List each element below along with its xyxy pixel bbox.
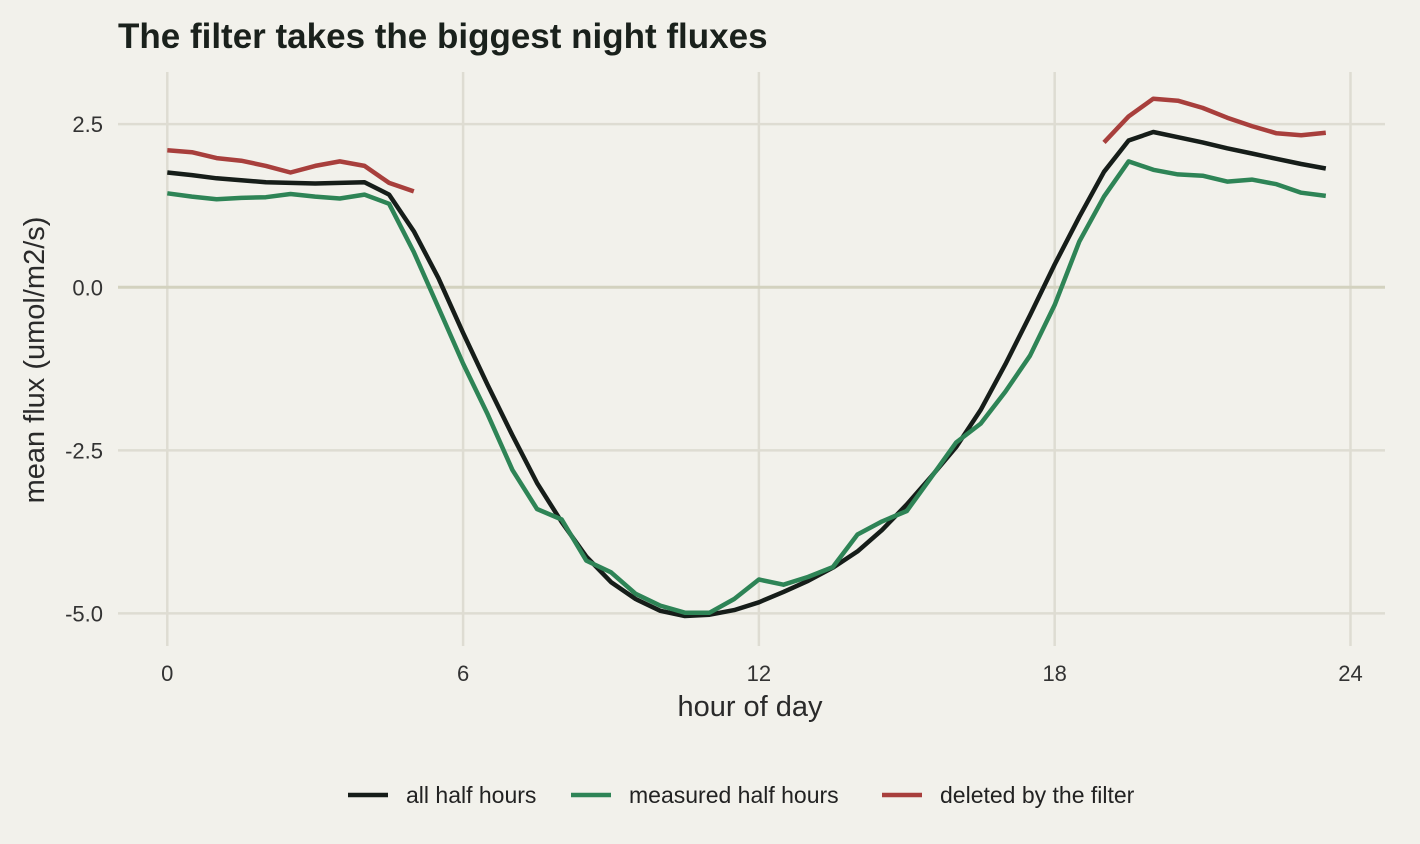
y-tick-label: -2.5	[65, 438, 103, 463]
series-line-all-half-hours	[167, 129, 1327, 619]
legend: all half hours measured half hours deleted…	[348, 782, 1135, 808]
x-axis-title: hour of day	[677, 691, 823, 723]
legend-label: deleted by the filter	[940, 782, 1135, 808]
legend-label: measured half hours	[629, 782, 839, 808]
x-tick-label: 0	[161, 661, 173, 686]
series-lines	[167, 96, 1327, 619]
series-line-deleted-by-the-filter	[1102, 96, 1327, 144]
series-line-measured-half-hours	[167, 159, 1327, 615]
x-tick-label: 6	[457, 661, 469, 686]
y-axis-ticks: 2.5 0.0 -2.5 -5.0	[65, 112, 103, 626]
x-tick-label: 18	[1042, 661, 1066, 686]
y-tick-label: 0.0	[72, 275, 103, 300]
y-tick-label: 2.5	[72, 112, 103, 137]
y-axis-title: mean flux (umol/m2/s)	[19, 217, 51, 504]
legend-label: all half hours	[406, 782, 536, 808]
series-line-deleted-by-the-filter	[167, 148, 415, 194]
y-tick-label: -5.0	[65, 601, 103, 626]
chart-title: The filter takes the biggest night fluxe…	[118, 17, 768, 56]
x-tick-label: 24	[1338, 661, 1362, 686]
x-axis-ticks: 0 6 12 18 24	[161, 661, 1363, 686]
grid	[118, 72, 1385, 646]
x-tick-label: 12	[747, 661, 771, 686]
